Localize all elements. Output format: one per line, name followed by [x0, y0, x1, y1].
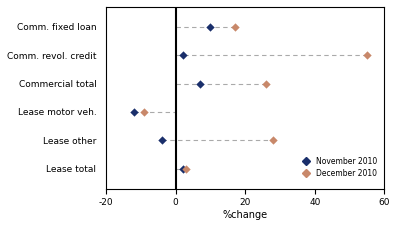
Point — [141, 110, 148, 114]
Point — [131, 110, 137, 114]
Point — [183, 167, 189, 170]
Point — [231, 25, 238, 29]
Point — [197, 82, 203, 85]
Point — [207, 25, 214, 29]
Point — [179, 53, 186, 57]
Point — [179, 167, 186, 170]
Point — [364, 53, 370, 57]
Point — [263, 82, 269, 85]
Point — [159, 138, 165, 142]
Legend: November 2010, December 2010: November 2010, December 2010 — [295, 154, 380, 181]
Point — [270, 138, 276, 142]
X-axis label: %change: %change — [223, 210, 268, 220]
